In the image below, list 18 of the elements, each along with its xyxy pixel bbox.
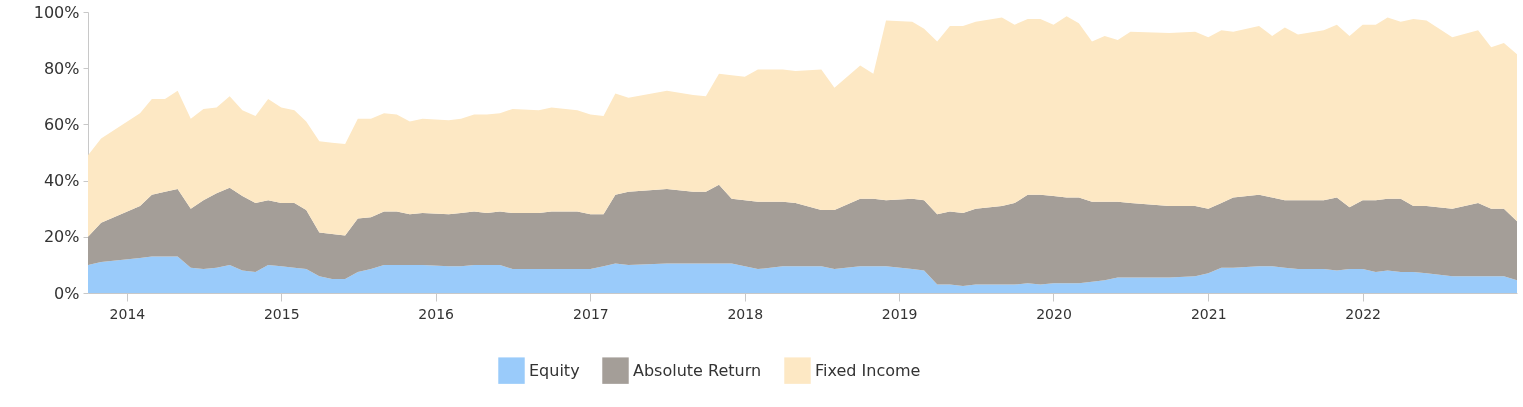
y-tick-label: 40% bbox=[43, 171, 80, 191]
x-tick-label: 2017 bbox=[573, 305, 609, 322]
y-tick-label: 80% bbox=[43, 58, 80, 78]
legend-label: Fixed Income bbox=[815, 360, 921, 380]
x-tick-label: 2019 bbox=[881, 305, 918, 322]
legend-label: Equity bbox=[529, 360, 580, 380]
x-tick-label: 2015 bbox=[263, 305, 300, 322]
x-tick-label: 2020 bbox=[1036, 305, 1072, 322]
y-tick-label: 60% bbox=[43, 114, 80, 134]
legend-label: Absolute Return bbox=[633, 360, 762, 380]
y-tick-label: 100% bbox=[33, 2, 80, 22]
y-tick-label: 20% bbox=[43, 227, 80, 247]
x-tick-label: 2021 bbox=[1190, 305, 1227, 322]
y-tick-label: 0% bbox=[54, 283, 80, 303]
x-tick-label: 2022 bbox=[1345, 305, 1381, 322]
x-tick-label: 2014 bbox=[109, 305, 146, 322]
x-tick-label: 2018 bbox=[727, 305, 764, 322]
x-tick-label: 2016 bbox=[418, 305, 455, 322]
